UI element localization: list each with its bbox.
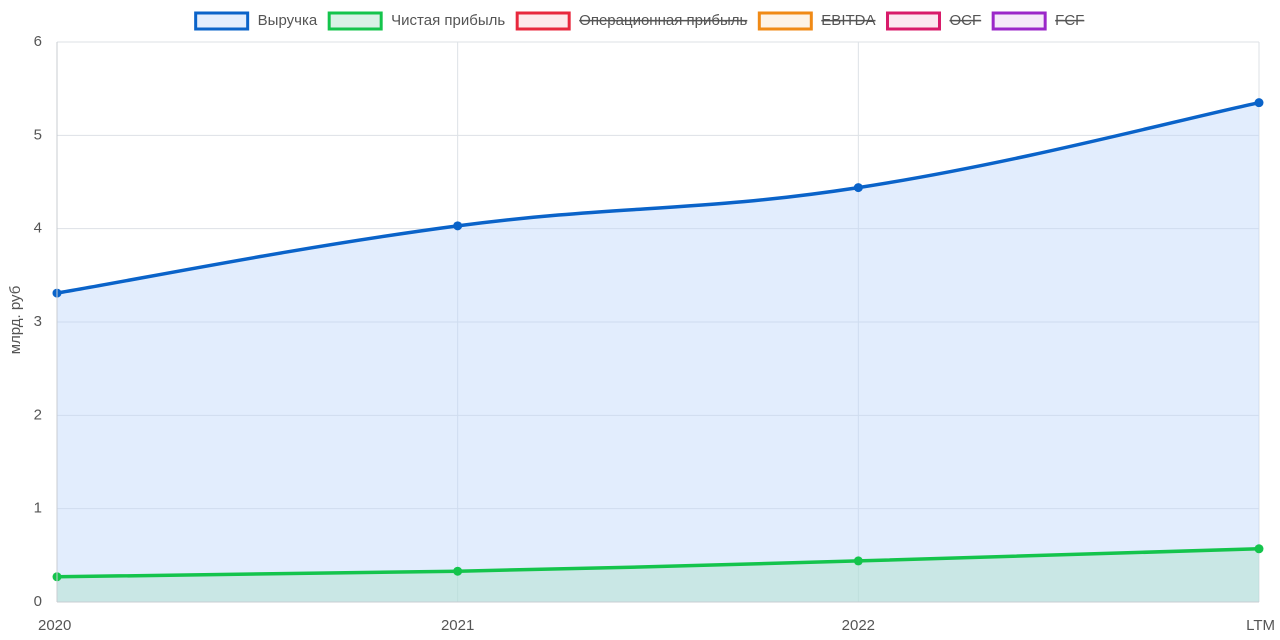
legend-label: Операционная прибыль	[579, 12, 747, 29]
point	[1254, 98, 1264, 108]
point	[853, 556, 863, 566]
line	[56, 547, 1260, 579]
legend-swatch	[515, 11, 571, 31]
area	[57, 102, 1259, 603]
legend-swatch	[327, 11, 383, 31]
y-tick-label: 4	[34, 220, 42, 237]
legend-label: OCF	[949, 12, 981, 29]
point	[1254, 544, 1264, 554]
x-tick-label: 2022	[842, 617, 875, 634]
y-tick-label: 5	[34, 126, 42, 143]
y-tick-label: 2	[34, 406, 42, 423]
y-tick-label: 1	[34, 500, 42, 517]
y-tick-label: 6	[34, 33, 42, 50]
legend-label: EBITDA	[821, 12, 875, 29]
legend-item[interactable]: OCF	[885, 11, 981, 31]
point	[453, 221, 463, 231]
legend-item[interactable]: EBITDA	[757, 11, 875, 31]
x-tick-label: LTM	[1246, 617, 1275, 634]
legend-item[interactable]: Чистая прибыль	[327, 11, 505, 31]
line	[56, 100, 1260, 295]
legend: Выручка Чистая прибыль Операционная прибыл…	[194, 11, 1084, 31]
legend-swatch	[757, 11, 813, 31]
legend-item[interactable]: FCF	[991, 11, 1084, 31]
legend-label: FCF	[1055, 12, 1084, 29]
legend-label: Чистая прибыль	[391, 12, 505, 29]
legend-swatch	[194, 11, 250, 31]
legend-swatch	[885, 11, 941, 31]
y-tick-label: 0	[34, 593, 42, 610]
y-tick-label: 3	[34, 313, 42, 330]
point	[453, 566, 463, 576]
x-tick-label: 2021	[441, 617, 474, 634]
legend-item[interactable]: Операционная прибыль	[515, 11, 747, 31]
legend-label: Выручка	[258, 12, 318, 29]
x-tick-label: 2020	[38, 617, 71, 634]
area	[57, 548, 1259, 602]
legend-item[interactable]: Выручка	[194, 11, 318, 31]
legend-swatch	[991, 11, 1047, 31]
point	[853, 183, 863, 193]
y-axis-label: млрд. руб	[7, 286, 24, 355]
